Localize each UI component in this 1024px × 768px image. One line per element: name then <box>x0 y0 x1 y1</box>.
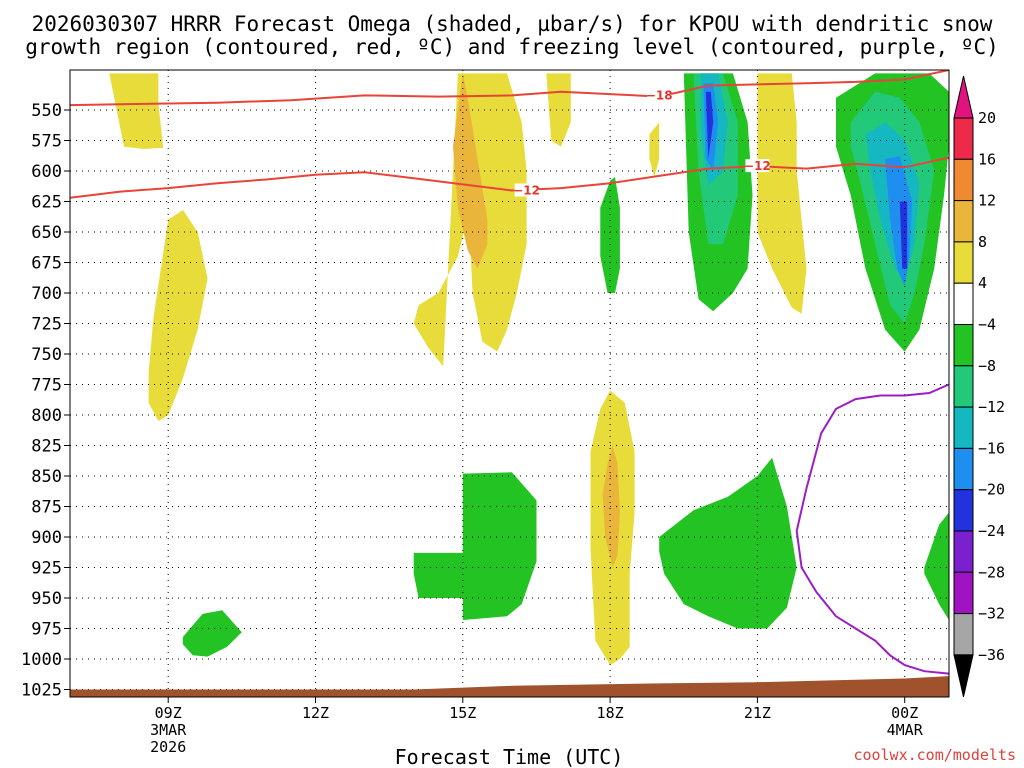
colorbar-label-1: 16 <box>978 150 996 168</box>
contour-label-1: −12 <box>513 184 540 198</box>
colorbar-label-3: 8 <box>978 233 987 251</box>
omega-region-18 <box>899 201 908 269</box>
omega-region-8 <box>600 177 620 293</box>
x-axis-title: Forecast Time (UTC) <box>395 745 624 768</box>
colorbar-label-2: 12 <box>978 192 996 210</box>
omega-region-3 <box>467 73 527 352</box>
chart-title-line2: growth region (contoured, red, ºC) and f… <box>25 35 999 59</box>
contour-line-1 <box>70 156 949 199</box>
x-tick-label-12Z: 12Z <box>302 704 329 722</box>
omega-region-1 <box>148 210 208 422</box>
colorbar-label-5: −4 <box>978 316 996 334</box>
y-tick-label-900: 900 <box>31 528 62 548</box>
omega-region-22 <box>413 472 537 620</box>
omega-region-7 <box>757 73 807 314</box>
y-tick-label-775: 775 <box>31 376 62 396</box>
x-tick-label-09Z: 09Z <box>155 704 182 722</box>
colorbar-label-7: −12 <box>978 398 1005 416</box>
x-tick-sublabel2-09Z: 2026 <box>150 738 186 756</box>
credit-text: coolwx.com/modelts <box>853 746 1016 764</box>
plot-frame <box>69 69 950 698</box>
colorbar-extend-bottom <box>953 654 974 698</box>
colorbar-label-4: 4 <box>978 274 987 292</box>
y-tick-label-700: 700 <box>31 284 62 304</box>
x-tick-sublabel-00Z: 4MAR <box>887 721 924 739</box>
contour-label-bg-1 <box>514 183 539 197</box>
y-axis: 550 575 600 625 650 675 700 725 750 775 800 825 850 8… <box>21 101 70 701</box>
omega-region-4 <box>453 73 488 269</box>
colorbar-swatch-6 <box>953 365 974 408</box>
colorbar-swatch-4 <box>953 282 974 326</box>
colorbar-extend-top <box>953 75 974 119</box>
x-tick-label-18Z: 18Z <box>597 704 624 722</box>
y-tick-label-675: 675 <box>31 254 62 274</box>
colorbar-label-9: −20 <box>978 481 1005 499</box>
colorbar-swatch-10 <box>953 530 974 573</box>
x-tick-sublabel-09Z: 3MAR <box>150 721 187 739</box>
colorbar-swatch-8 <box>953 447 974 491</box>
colorbar-swatch-11 <box>953 571 974 615</box>
omega-shading-layer <box>109 73 949 666</box>
y-tick-label-650: 650 <box>31 223 62 243</box>
colorbar-label-12: −32 <box>978 605 1005 623</box>
colorbar-swatch-2 <box>953 200 974 243</box>
colorbar-swatch-7 <box>953 406 974 449</box>
omega-region-13 <box>705 91 714 159</box>
colorbar-swatch-5 <box>953 324 974 367</box>
colorbar-label-11: −28 <box>978 563 1005 581</box>
y-tick-label-950: 950 <box>31 589 62 609</box>
omega-region-20 <box>602 445 620 568</box>
y-tick-label-575: 575 <box>31 132 62 152</box>
y-tick-label-1000: 1000 <box>21 650 62 670</box>
x-tick-label-00Z: 00Z <box>891 704 918 722</box>
colorbar-label-6: −8 <box>978 357 996 375</box>
terrain-layer <box>70 676 949 697</box>
y-tick-label-975: 975 <box>31 620 62 640</box>
omega-region-23 <box>659 457 797 629</box>
y-tick-label-750: 750 <box>31 345 62 365</box>
contour-label-bg-0 <box>647 88 672 102</box>
contour-label-2: −12 <box>744 159 771 173</box>
colorbar-swatch-12 <box>953 613 974 656</box>
y-tick-label-600: 600 <box>31 162 62 182</box>
y-tick-label-825: 825 <box>31 437 62 457</box>
omega-region-5 <box>546 73 571 147</box>
x-tick-label-15Z: 15Z <box>449 704 476 722</box>
terrain-fill <box>70 676 949 697</box>
contour-line-0 <box>70 70 949 107</box>
contour-label-0: −18 <box>646 88 673 102</box>
omega-region-6 <box>649 122 660 178</box>
colorbar-label-8: −16 <box>978 439 1005 457</box>
y-tick-label-1025: 1025 <box>21 681 62 701</box>
x-tick-label-21Z: 21Z <box>744 704 771 722</box>
y-tick-label-725: 725 <box>31 315 62 335</box>
colorbar-label-10: −24 <box>978 522 1005 540</box>
chart-title-line1: 2026030307 HRRR Forecast Omega (shaded, … <box>32 12 993 36</box>
colorbar-swatch-0 <box>953 117 974 160</box>
omega-region-21 <box>182 610 242 657</box>
colorbar-swatch-9 <box>953 489 974 532</box>
y-tick-label-850: 850 <box>31 467 62 487</box>
y-tick-label-925: 925 <box>31 559 62 579</box>
contour-line-2 <box>795 383 949 675</box>
colorbar-label-0: 20 <box>978 109 996 127</box>
y-tick-label-625: 625 <box>31 193 62 213</box>
omega-region-0 <box>109 73 164 149</box>
colorbar: 20 16 12 8 4 −4 −8 −12 −16 −20 −24 −28 −32 −36 <box>953 75 1005 698</box>
omega-region-24 <box>924 512 949 620</box>
y-tick-label-550: 550 <box>31 101 62 121</box>
contour-label-bg-2 <box>745 159 770 173</box>
contour-layer: −18 −12 −12 <box>70 70 949 675</box>
colorbar-label-13: −36 <box>978 646 1005 664</box>
y-tick-label-800: 800 <box>31 406 62 426</box>
y-tick-label-875: 875 <box>31 498 62 518</box>
colorbar-swatch-3 <box>953 241 974 284</box>
colorbar-swatch-1 <box>953 158 974 202</box>
